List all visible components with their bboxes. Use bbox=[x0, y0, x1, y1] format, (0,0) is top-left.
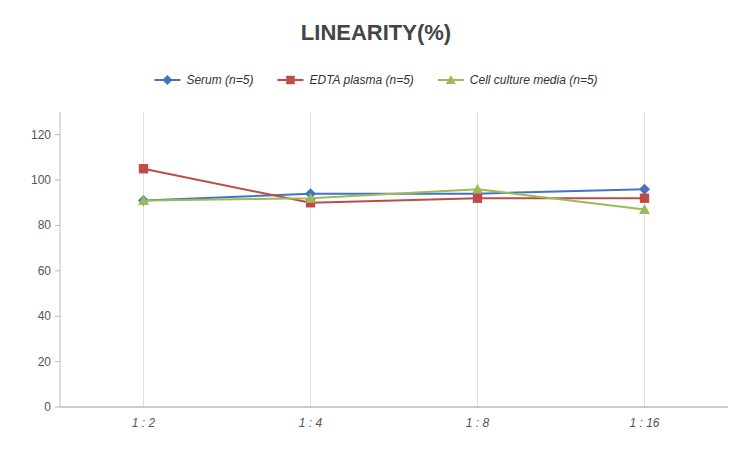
grid-line bbox=[477, 112, 478, 407]
y-tick bbox=[55, 180, 60, 181]
series-line bbox=[144, 169, 645, 203]
y-tick-label: 60 bbox=[38, 264, 52, 278]
y-tick bbox=[55, 270, 60, 271]
grid-line bbox=[644, 112, 645, 407]
point bbox=[639, 184, 650, 195]
legend-label: EDTA plasma (n=5) bbox=[309, 73, 413, 87]
grid-line bbox=[143, 112, 144, 407]
axes: 0 20 40 60 80 100 120 1 : 2 1 : 4 1 : 8 1 : 16 bbox=[31, 112, 728, 430]
legend-item: Cell culture media (n=5) bbox=[438, 73, 598, 87]
x-tick-label: 1 : 8 bbox=[466, 416, 490, 430]
y-tick bbox=[55, 361, 60, 362]
y-tick-label: 100 bbox=[31, 173, 51, 187]
y-tick-label: 0 bbox=[44, 400, 51, 414]
title: LINEARITY(%) bbox=[301, 20, 451, 45]
legend: Serum (n=5) EDTA plasma (n=5) Cell culture… bbox=[154, 73, 597, 87]
y-tick-label: 40 bbox=[38, 309, 52, 323]
legend-label: Cell culture media (n=5) bbox=[470, 73, 598, 87]
x-tick-label: 1 : 16 bbox=[629, 416, 659, 430]
plot-data bbox=[138, 164, 650, 214]
legend-swatch bbox=[286, 76, 295, 85]
y-tick bbox=[55, 407, 60, 408]
legend-item: EDTA plasma (n=5) bbox=[277, 73, 413, 87]
x-axis-line bbox=[60, 407, 728, 408]
y-axis-line bbox=[60, 112, 61, 407]
legend-item: Serum (n=5) bbox=[154, 73, 253, 87]
legend-swatch bbox=[162, 75, 172, 85]
y-tick-label: 120 bbox=[31, 128, 51, 142]
x-tick-label: 1 : 2 bbox=[132, 416, 156, 430]
grid-line bbox=[310, 112, 311, 407]
point bbox=[305, 193, 316, 203]
legend-swatch bbox=[446, 75, 456, 84]
chart: LINEARITY(%) 0 20 40 60 80 100 120 1 : 2 1 : 4 1 :… bbox=[0, 0, 752, 451]
point bbox=[472, 184, 483, 194]
point bbox=[138, 195, 149, 205]
series-line bbox=[144, 189, 645, 209]
legend-label: Serum (n=5) bbox=[186, 73, 253, 87]
point bbox=[639, 204, 650, 214]
point bbox=[640, 194, 649, 203]
y-tick bbox=[55, 316, 60, 317]
point bbox=[139, 164, 148, 173]
y-tick-label: 80 bbox=[38, 218, 52, 232]
point bbox=[473, 194, 482, 203]
x-tick-label: 1 : 4 bbox=[299, 416, 323, 430]
y-tick bbox=[55, 134, 60, 135]
y-tick-label: 20 bbox=[38, 355, 52, 369]
grid bbox=[144, 112, 645, 407]
y-tick bbox=[55, 225, 60, 226]
